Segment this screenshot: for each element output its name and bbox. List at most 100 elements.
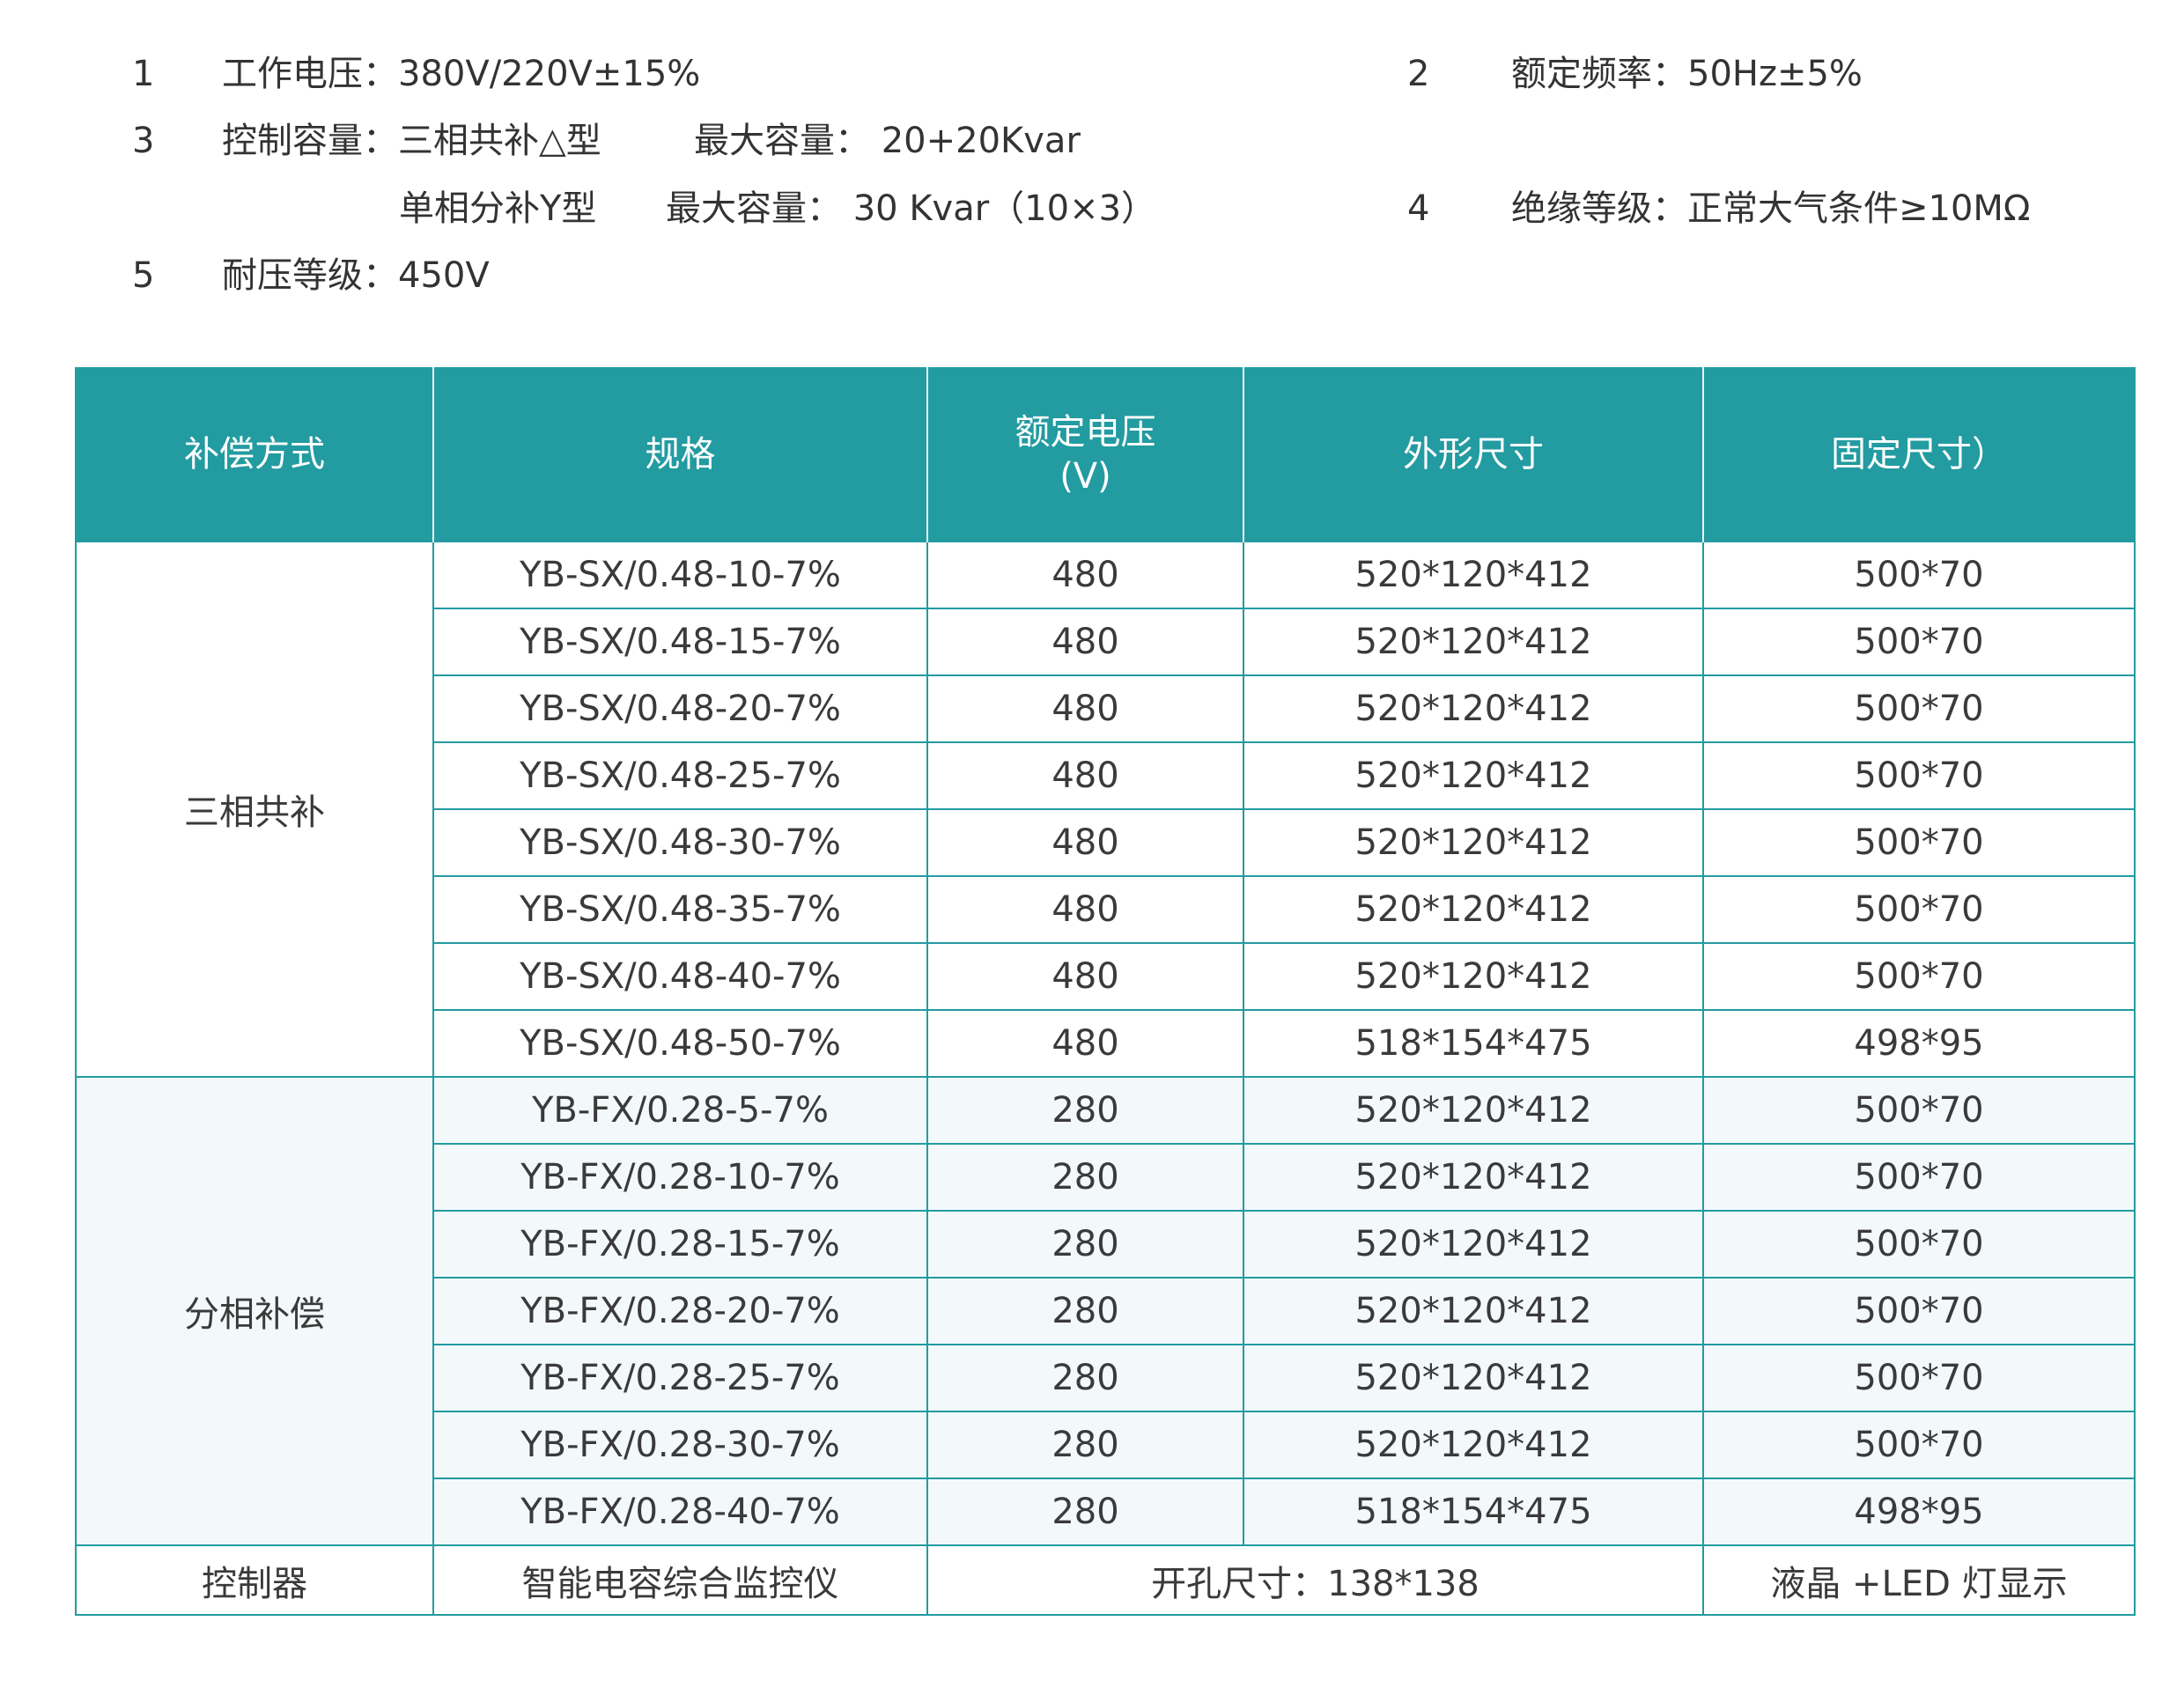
- table-row-controller: 控制器 智能电容综合监控仪 开孔尺寸：138*138 液晶 +LED 灯显示: [75, 1544, 2136, 1616]
- cell-voltage: 480: [926, 541, 1244, 609]
- header-model: 规格: [432, 367, 928, 542]
- table-header-row: 补偿方式 规格 额定电压 (V) 外形尺寸 固定尺寸）: [75, 367, 2136, 542]
- spec-number: 5: [132, 255, 155, 296]
- cell-dimensions: 520*120*412: [1243, 674, 1704, 743]
- cell-mounting: 500*70: [1702, 808, 2136, 877]
- cell-voltage: 480: [926, 942, 1244, 1011]
- table-row: YB-SX/0.48-50-7% 480 518*154*475 498*95: [76, 1009, 2136, 1078]
- cell-mounting: 498*95: [1702, 1009, 2136, 1078]
- cell-model: YB-SX/0.48-15-7%: [432, 608, 928, 676]
- cell-dimensions: 520*120*412: [1243, 808, 1704, 877]
- cell-dimensions: 518*154*475: [1243, 1478, 1704, 1546]
- controller-spec: 智能电容综合监控仪: [432, 1544, 928, 1616]
- cell-dimensions: 520*120*412: [1243, 1076, 1704, 1145]
- cell-dimensions: 520*120*412: [1243, 741, 1704, 810]
- cell-voltage: 280: [926, 1411, 1244, 1479]
- controller-label: 控制器: [75, 1544, 434, 1616]
- cell-dimensions: 520*120*412: [1243, 541, 1704, 609]
- cell-voltage: 280: [926, 1143, 1244, 1212]
- cell-voltage: 280: [926, 1210, 1244, 1279]
- cell-voltage: 480: [926, 608, 1244, 676]
- header-voltage-label: 额定电压: [1015, 411, 1156, 453]
- controller-display: 液晶 +LED 灯显示: [1702, 1544, 2136, 1616]
- cell-dimensions: 518*154*475: [1243, 1009, 1704, 1078]
- cell-mounting: 500*70: [1702, 875, 2136, 944]
- spec-capacity-1phase: 单相分补Y型: [399, 188, 597, 229]
- spec-withstand: 耐压等级：450V: [222, 255, 490, 296]
- cell-dimensions: 520*120*412: [1243, 1277, 1704, 1345]
- cell-mounting: 500*70: [1702, 1076, 2136, 1145]
- header-dimensions: 外形尺寸: [1243, 367, 1704, 542]
- spec-number: 1: [132, 54, 155, 94]
- table-row: YB-FX/0.28-10-7% 280 520*120*412 500*70: [76, 1143, 2136, 1212]
- table-row: 分相补偿 YB-FX/0.28-5-7% 280 520*120*412 500…: [75, 1076, 2136, 1546]
- cell-voltage: 480: [926, 741, 1244, 810]
- cell-model: YB-SX/0.48-10-7%: [432, 541, 928, 609]
- cell-voltage: 280: [926, 1277, 1244, 1345]
- cell-dimensions: 520*120*412: [1243, 1344, 1704, 1412]
- cell-mounting: 500*70: [1702, 1411, 2136, 1479]
- cell-model: YB-FX/0.28-10-7%: [432, 1143, 928, 1212]
- header-voltage: 额定电压 (V): [926, 367, 1244, 542]
- group-label-three-phase: 三相共补: [75, 541, 434, 1078]
- table-row: YB-SX/0.48-25-7% 480 520*120*412 500*70: [76, 741, 2136, 810]
- cell-dimensions: 520*120*412: [1243, 608, 1704, 676]
- cell-model: YB-SX/0.48-40-7%: [432, 942, 928, 1011]
- table-row: YB-SX/0.48-15-7% 480 520*120*412 500*70: [76, 608, 2136, 676]
- table-row: YB-FX/0.28-25-7% 280 520*120*412 500*70: [76, 1344, 2136, 1412]
- table-row: 三相共补 YB-SX/0.48-10-7% 480 520*120*412 50…: [75, 541, 2136, 1078]
- cell-mounting: 500*70: [1702, 674, 2136, 743]
- cell-voltage: 280: [926, 1344, 1244, 1412]
- table-row: YB-FX/0.28-15-7% 280 520*120*412 500*70: [76, 1210, 2136, 1279]
- spec-list: 1 工作电压：380V/220V±15% 2 额定频率：50Hz±5% 3 控制…: [0, 0, 2184, 317]
- header-mounting: 固定尺寸）: [1702, 367, 2136, 542]
- spec-number: 2: [1407, 54, 1430, 94]
- cell-model: YB-FX/0.28-25-7%: [432, 1344, 928, 1412]
- header-compensation: 补偿方式: [75, 367, 434, 542]
- cell-mounting: 500*70: [1702, 1143, 2136, 1212]
- cell-mounting: 500*70: [1702, 942, 2136, 1011]
- spec-capacity-3phase-max: 最大容量： 20+20Kvar: [694, 121, 1081, 161]
- cell-voltage: 480: [926, 674, 1244, 743]
- cell-mounting: 500*70: [1702, 541, 2136, 609]
- cell-voltage: 480: [926, 808, 1244, 877]
- cell-model: YB-SX/0.48-30-7%: [432, 808, 928, 877]
- cell-voltage: 480: [926, 1009, 1244, 1078]
- table-row: YB-FX/0.28-40-7% 280 518*154*475 498*95: [76, 1478, 2136, 1546]
- cell-mounting: 500*70: [1702, 1210, 2136, 1279]
- cell-dimensions: 520*120*412: [1243, 1143, 1704, 1212]
- cell-model: YB-SX/0.48-50-7%: [432, 1009, 928, 1078]
- header-voltage-unit: (V): [1059, 455, 1111, 497]
- cell-mounting: 498*95: [1702, 1478, 2136, 1546]
- cell-model: YB-FX/0.28-40-7%: [432, 1478, 928, 1546]
- table-row: YB-FX/0.28-20-7% 280 520*120*412 500*70: [76, 1277, 2136, 1345]
- cell-mounting: 500*70: [1702, 1277, 2136, 1345]
- cell-model: YB-FX/0.28-30-7%: [432, 1411, 928, 1479]
- table-row: YB-SX/0.48-30-7% 480 520*120*412 500*70: [76, 808, 2136, 877]
- cell-dimensions: 520*120*412: [1243, 942, 1704, 1011]
- cell-mounting: 500*70: [1702, 741, 2136, 810]
- spec-voltage: 工作电压：380V/220V±15%: [222, 54, 701, 94]
- table-row: YB-SX/0.48-40-7% 480 520*120*412 500*70: [76, 942, 2136, 1011]
- spec-capacity-1phase-max: 最大容量： 30 Kvar（10×3）: [666, 188, 1157, 229]
- spec-insulation: 绝缘等级：正常大气条件≥10MΩ: [1511, 188, 2031, 229]
- spec-frequency: 额定频率：50Hz±5%: [1511, 54, 1863, 94]
- table-row: YB-SX/0.48-35-7% 480 520*120*412 500*70: [76, 875, 2136, 944]
- product-spec-table: 补偿方式 规格 额定电压 (V) 外形尺寸 固定尺寸） 三相共补 YB-SX/0…: [75, 367, 2136, 1616]
- spec-number: 4: [1407, 188, 1430, 229]
- cell-model: YB-SX/0.48-35-7%: [432, 875, 928, 944]
- table-row: YB-FX/0.28-30-7% 280 520*120*412 500*70: [76, 1411, 2136, 1479]
- cell-voltage: 280: [926, 1478, 1244, 1546]
- table-row: YB-SX/0.48-20-7% 480 520*120*412 500*70: [76, 674, 2136, 743]
- cell-mounting: 500*70: [1702, 608, 2136, 676]
- cell-dimensions: 520*120*412: [1243, 1210, 1704, 1279]
- cell-dimensions: 520*120*412: [1243, 1411, 1704, 1479]
- cell-voltage: 480: [926, 875, 1244, 944]
- cell-model: YB-FX/0.28-15-7%: [432, 1210, 928, 1279]
- cell-model: YB-FX/0.28-5-7%: [432, 1076, 928, 1145]
- cell-dimensions: 520*120*412: [1243, 875, 1704, 944]
- cell-mounting: 500*70: [1702, 1344, 2136, 1412]
- controller-cutout: 开孔尺寸：138*138: [926, 1544, 1704, 1616]
- group-label-split-phase: 分相补偿: [75, 1076, 434, 1546]
- cell-model: YB-SX/0.48-25-7%: [432, 741, 928, 810]
